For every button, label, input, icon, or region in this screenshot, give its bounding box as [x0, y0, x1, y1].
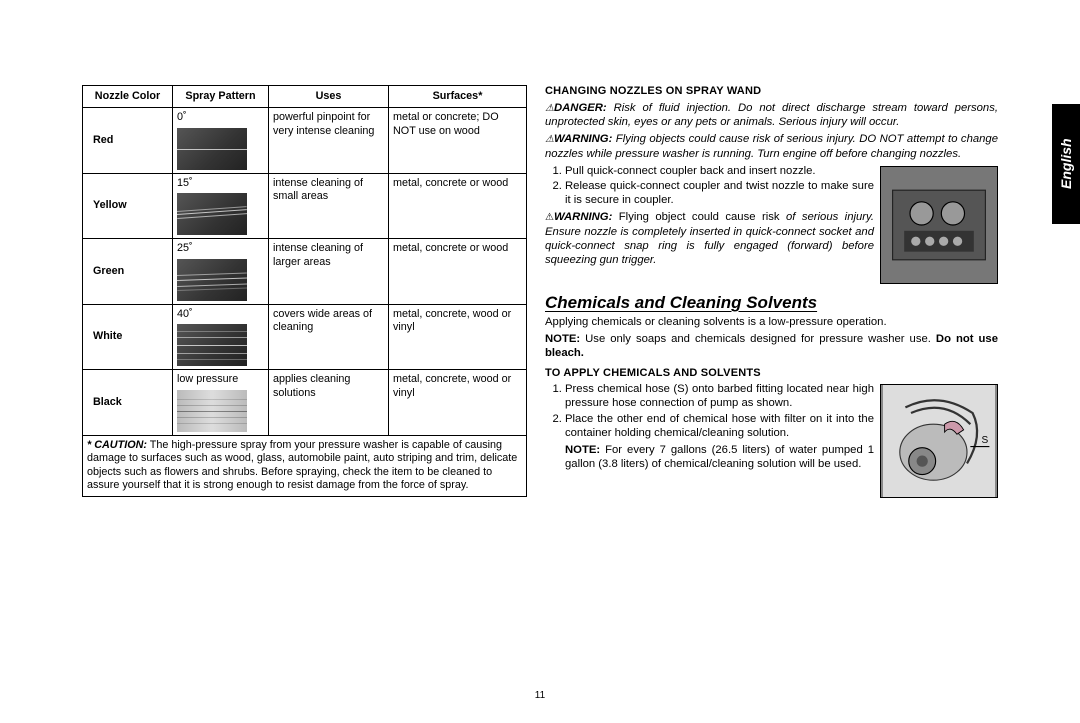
page-number: 11 — [535, 690, 545, 701]
cell-uses: covers wide areas of cleaning — [269, 304, 389, 369]
chem-note: Use only soaps and chemicals designed fo… — [580, 333, 936, 345]
warning1-text: Flying objects could cause risk of serio… — [545, 133, 998, 160]
caution-row: * CAUTION: The high-pressure spray from … — [83, 435, 527, 496]
th-pattern: Spray Pattern — [173, 86, 269, 108]
warning2-label: WARNING: — [554, 211, 612, 223]
th-color: Nozzle Color — [83, 86, 173, 108]
spray-pattern-icon — [177, 324, 247, 366]
cell-surfaces: metal or concrete; DO NOT use on wood — [389, 108, 527, 173]
nozzle-steps-block: Pull quick-connect coupler back and inse… — [545, 164, 998, 286]
table-row: White 40˚ covers wide areas of cleaningmet… — [83, 304, 527, 369]
svg-text:S: S — [982, 436, 989, 447]
danger-para: ⚠DANGER: Risk of fluid injection. Do not… — [545, 101, 998, 130]
nozzle-figure — [880, 166, 998, 284]
cell-uses: intense cleaning of small areas — [269, 173, 389, 238]
spray-pattern-icon — [177, 128, 247, 170]
warning-triangle-icon: ⚠ — [545, 134, 554, 147]
heading-changing-nozzles: CHANGING NOZZLES ON SPRAY WAND — [545, 85, 998, 99]
danger-text: Risk of fluid injection. Do not direct d… — [545, 102, 998, 129]
left-column: Nozzle Color Spray Pattern Uses Surfaces… — [82, 85, 527, 665]
cell-pattern: 15˚ — [173, 173, 269, 238]
cell-surfaces: metal, concrete or wood — [389, 239, 527, 304]
angle-label: 15˚ — [177, 177, 264, 190]
note-label: NOTE: — [545, 333, 580, 345]
cell-surfaces: metal, concrete, wood or vinyl — [389, 370, 527, 435]
warning1-para: ⚠WARNING: Flying objects could cause ris… — [545, 132, 998, 161]
note2-text: For every 7 gallons (26.5 liters) of wat… — [565, 444, 874, 470]
cell-uses: applies cleaning solutions — [269, 370, 389, 435]
language-tab: English — [1052, 104, 1080, 224]
heading-apply-chem: TO APPLY CHEMICALS AND SOLVENTS — [545, 367, 998, 381]
cell-pattern: 25˚ — [173, 239, 269, 304]
cell-uses: intense cleaning of larger areas — [269, 239, 389, 304]
cell-uses: powerful pinpoint for very intense clean… — [269, 108, 389, 173]
table-row: Red 0˚ powerful pinpoint for very intense … — [83, 108, 527, 173]
table-header-row: Nozzle Color Spray Pattern Uses Surfaces… — [83, 86, 527, 108]
chem-intro: Applying chemicals or cleaning solvents … — [545, 315, 998, 329]
th-surf: Surfaces* — [389, 86, 527, 108]
warning-triangle-icon: ⚠ — [545, 103, 554, 116]
warning2-lead: Flying object could cause risk — [612, 211, 779, 223]
chem-figure: S — [880, 384, 998, 498]
spray-pattern-icon — [177, 193, 247, 235]
caution-label: * CAUTION: — [87, 439, 147, 451]
warning-triangle-icon: ⚠ — [545, 212, 554, 225]
th-uses: Uses — [269, 86, 389, 108]
angle-label: 0˚ — [177, 111, 264, 124]
danger-label: DANGER: — [554, 102, 607, 114]
angle-label: 40˚ — [177, 308, 264, 321]
section-chemicals: Chemicals and Cleaning Solvents — [545, 292, 998, 313]
cell-color: White — [83, 304, 173, 369]
angle-label: 25˚ — [177, 242, 264, 255]
cell-pattern: low pressure — [173, 370, 269, 435]
warning1-label: WARNING: — [554, 133, 612, 145]
cell-color: Black — [83, 370, 173, 435]
angle-label: low pressure — [177, 373, 264, 386]
page-content: Nozzle Color Spray Pattern Uses Surfaces… — [82, 85, 998, 665]
cell-color: Red — [83, 108, 173, 173]
note2-label: NOTE: — [565, 444, 600, 456]
cell-color: Yellow — [83, 173, 173, 238]
spray-pattern-icon — [177, 390, 247, 432]
cell-pattern: 40˚ — [173, 304, 269, 369]
chem-note-para: NOTE: Use only soaps and chemicals desig… — [545, 332, 998, 360]
caution-text: The high-pressure spray from your pressu… — [87, 439, 517, 491]
spray-pattern-icon — [177, 259, 247, 301]
cell-surfaces: metal, concrete, wood or vinyl — [389, 304, 527, 369]
right-column: CHANGING NOZZLES ON SPRAY WAND ⚠DANGER: … — [545, 85, 998, 665]
table-row: Green 25˚ intense cleaning of larger areas… — [83, 239, 527, 304]
cell-color: Green — [83, 239, 173, 304]
cell-pattern: 0˚ — [173, 108, 269, 173]
table-row: Black low pressure applies cleaning soluti… — [83, 370, 527, 435]
table-row: Yellow 15˚ intense cleaning of small areas… — [83, 173, 527, 238]
cell-surfaces: metal, concrete or wood — [389, 173, 527, 238]
chem-steps-block: S Press chemical hose (S) onto barbed fi… — [545, 382, 998, 500]
nozzle-table: Nozzle Color Spray Pattern Uses Surfaces… — [82, 85, 527, 497]
